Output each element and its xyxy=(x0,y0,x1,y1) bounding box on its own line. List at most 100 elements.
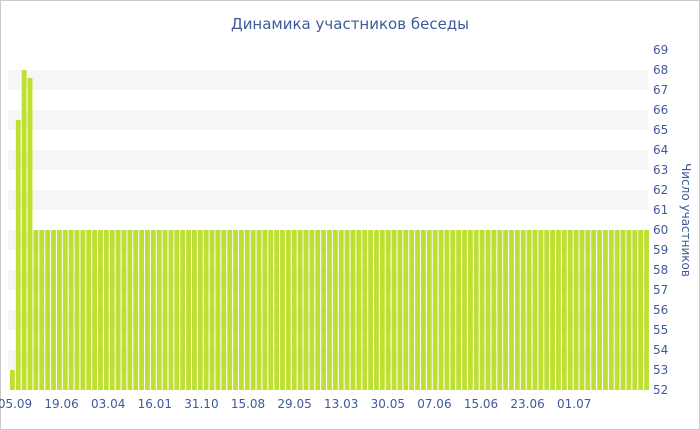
bar xyxy=(620,230,626,390)
bar xyxy=(391,230,397,390)
bar xyxy=(215,230,221,390)
y-tick-label: 62 xyxy=(653,183,668,197)
bar xyxy=(80,230,86,390)
bar xyxy=(632,230,638,390)
bar xyxy=(368,230,373,390)
x-tick-label: 19.06 xyxy=(44,397,78,411)
bar xyxy=(450,230,456,390)
bar xyxy=(39,230,45,390)
bar xyxy=(491,230,497,390)
bar xyxy=(186,230,191,390)
bar xyxy=(274,230,280,390)
bar xyxy=(262,230,268,390)
bar xyxy=(362,230,368,390)
y-tick-label: 54 xyxy=(653,343,668,357)
bar xyxy=(174,230,180,390)
bar xyxy=(285,230,291,390)
bar xyxy=(550,230,555,390)
bar xyxy=(526,230,532,390)
bar xyxy=(556,230,561,390)
bar xyxy=(485,230,491,390)
bar xyxy=(21,70,27,390)
bar xyxy=(579,230,585,390)
bar xyxy=(626,230,632,390)
bar xyxy=(291,230,297,390)
x-tick-label: 01.07 xyxy=(557,397,591,411)
bar xyxy=(62,230,68,390)
y-axis-ticks: 52 53 54 55 56 57 58 59 60 61 62 63 64 65 66 67 68 69 xyxy=(653,43,668,397)
bar xyxy=(56,230,62,390)
bar xyxy=(421,230,426,390)
bar xyxy=(356,230,362,390)
y-tick-label: 64 xyxy=(653,143,668,157)
bar xyxy=(121,230,127,390)
bar xyxy=(403,230,409,390)
bar xyxy=(103,230,109,390)
bar xyxy=(86,230,92,390)
bar xyxy=(385,230,391,390)
bar xyxy=(109,230,115,390)
bar xyxy=(438,230,444,390)
bar xyxy=(608,230,614,390)
x-tick-label: 29.05 xyxy=(277,397,311,411)
bar xyxy=(456,230,462,390)
bar xyxy=(409,230,415,390)
x-tick-label: 30.05 xyxy=(371,397,405,411)
bar xyxy=(614,230,620,390)
grid-band xyxy=(8,190,648,210)
bar xyxy=(150,230,156,390)
bar xyxy=(133,230,139,390)
x-tick-label: 31.10 xyxy=(184,397,218,411)
bar xyxy=(238,230,244,390)
x-axis-ticks: 05.09 19.06 03.04 16.01 31.10 15.08 29.05 13.03… xyxy=(0,397,591,411)
bar xyxy=(520,230,526,390)
bar xyxy=(374,230,379,390)
y-tick-label: 67 xyxy=(653,83,668,97)
x-tick-label: 23.06 xyxy=(510,397,544,411)
bar xyxy=(479,230,485,390)
grid-band xyxy=(8,70,648,90)
bar xyxy=(379,230,385,390)
y-tick-label: 63 xyxy=(653,163,668,177)
bar xyxy=(585,230,591,390)
bar xyxy=(544,230,550,390)
grid-band xyxy=(8,90,648,110)
bar xyxy=(350,230,356,390)
x-tick-label: 15.08 xyxy=(231,397,265,411)
bar xyxy=(514,230,520,390)
y-tick-label: 57 xyxy=(653,283,668,297)
y-tick-label: 69 xyxy=(653,43,668,57)
bar xyxy=(244,230,250,390)
bar xyxy=(415,230,420,390)
y-tick-label: 61 xyxy=(653,203,668,217)
bar xyxy=(309,230,315,390)
x-tick-label: 03.04 xyxy=(91,397,125,411)
bar xyxy=(197,230,203,390)
bar xyxy=(203,230,209,390)
bar xyxy=(426,230,432,390)
y-tick-label: 59 xyxy=(653,243,668,257)
bar xyxy=(51,230,56,390)
bar xyxy=(497,230,503,390)
grid-band xyxy=(8,110,648,130)
bar xyxy=(473,230,479,390)
bar xyxy=(561,230,567,390)
bar xyxy=(327,230,332,390)
bar xyxy=(644,230,649,390)
bar xyxy=(573,230,579,390)
bar xyxy=(10,370,15,390)
x-tick-label: 16.01 xyxy=(138,397,172,411)
bar xyxy=(74,230,80,390)
bar xyxy=(27,78,33,390)
bar xyxy=(68,230,74,390)
x-tick-label: 15.06 xyxy=(464,397,498,411)
bar xyxy=(280,230,285,390)
x-tick-label: 05.09 xyxy=(0,397,32,411)
bar xyxy=(344,230,350,390)
bars xyxy=(10,70,649,390)
bar xyxy=(156,230,162,390)
bar xyxy=(532,230,538,390)
bar xyxy=(209,230,215,390)
bar xyxy=(45,230,51,390)
y-tick-label: 60 xyxy=(653,223,668,237)
